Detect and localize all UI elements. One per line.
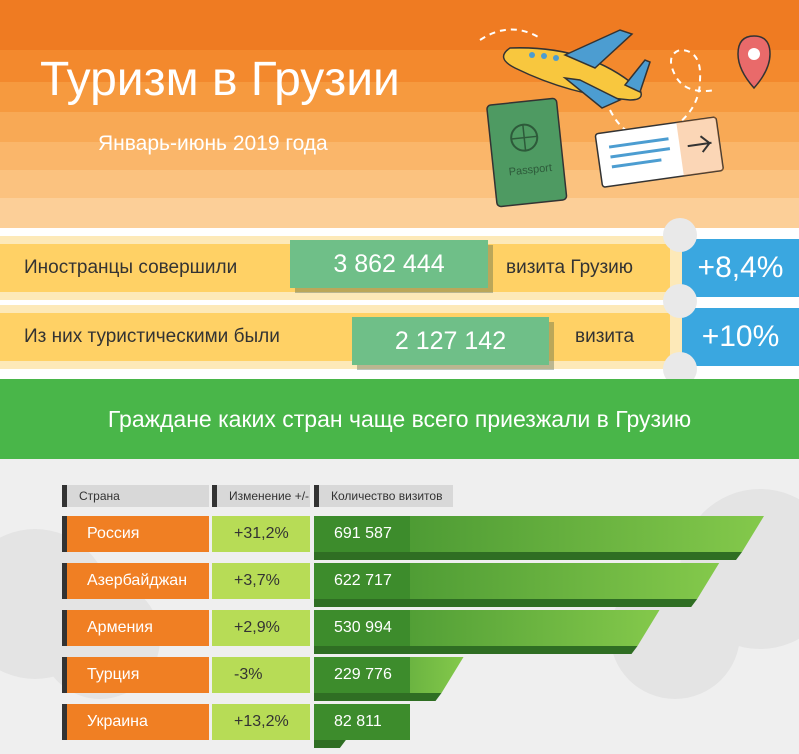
- value-label: 82 811: [314, 704, 410, 740]
- value-label: 691 587: [314, 516, 410, 552]
- stat-label: Из них туристическими были: [24, 326, 280, 347]
- country-chart: Страна Изменение +/- Количество визитов …: [0, 459, 799, 754]
- country-label: Украина: [62, 704, 209, 740]
- bar-shadow: [314, 693, 442, 701]
- value-label: 530 994: [314, 610, 410, 646]
- table-row: Украина +13,2% 82 811: [0, 704, 799, 740]
- stat-value: 3 862 444: [290, 240, 488, 288]
- bar-shadow: [314, 552, 742, 560]
- bar-shadow: [314, 599, 698, 607]
- flight-path-icon: [479, 28, 541, 41]
- column-header-visits: Количество визитов: [314, 485, 453, 507]
- bar-shadow: [314, 740, 346, 748]
- stat-change-badge: +8,4%: [682, 239, 799, 297]
- country-label: Россия: [62, 516, 209, 552]
- change-label: +31,2%: [212, 516, 310, 552]
- table-row: Армения +2,9% 530 994: [0, 610, 799, 646]
- map-pin-icon: [737, 35, 771, 90]
- stat-suffix: визита: [575, 326, 635, 347]
- column-header-country: Страна: [62, 485, 209, 507]
- change-label: +2,9%: [212, 610, 310, 646]
- change-label: +3,7%: [212, 563, 310, 599]
- section-title-band: Граждане каких стран чаще всего приезжал…: [0, 379, 799, 459]
- stat-change-badge: +10%: [682, 308, 799, 366]
- hero-stripe: [0, 198, 799, 228]
- passport-icon: Passport: [486, 97, 568, 208]
- hero-stripe: [0, 50, 799, 82]
- change-label: +13,2%: [212, 704, 310, 740]
- stat-suffix: визита Грузию: [506, 257, 634, 278]
- value-label: 622 717: [314, 563, 410, 599]
- column-header-change: Изменение +/-: [212, 485, 310, 507]
- page-subtitle: Январь-июнь 2019 года: [98, 132, 328, 155]
- stat-value: 2 127 142: [352, 317, 549, 365]
- svg-text:Passport: Passport: [508, 162, 552, 178]
- hero-stripe: [0, 82, 799, 112]
- country-label: Азербайджан: [62, 563, 209, 599]
- page-title: Туризм в Грузии: [40, 53, 400, 106]
- bar-1: [314, 516, 764, 552]
- stat-row-foreigners: Иностранцы совершили 3 862 444 визита Гр…: [0, 236, 799, 300]
- country-label: Турция: [62, 657, 209, 693]
- divider-notch: [663, 284, 697, 318]
- table-row: Азербайджан +3,7% 622 717: [0, 563, 799, 599]
- table-row: Россия +31,2% 691 587: [0, 516, 799, 552]
- value-label: 229 776: [314, 657, 410, 693]
- stat-row-tourists: Из них туристическими были 2 127 142 виз…: [0, 305, 799, 369]
- hero-header: Туризм в Грузии Январь-июнь 2019 года Pa…: [0, 0, 799, 228]
- bar-2: [314, 563, 720, 599]
- stat-row-bar: [0, 313, 670, 361]
- travel-illustration: Passport: [479, 28, 771, 208]
- country-label: Армения: [62, 610, 209, 646]
- airplane-icon: [502, 29, 651, 109]
- ticket-icon: [594, 116, 724, 188]
- bar-shadow: [314, 646, 638, 654]
- table-row: Турция -3% 229 776: [0, 657, 799, 693]
- divider-notch: [663, 218, 697, 252]
- stat-label: Иностранцы совершили: [24, 257, 238, 278]
- change-label: -3%: [212, 657, 310, 693]
- hero-stripe: [0, 0, 799, 50]
